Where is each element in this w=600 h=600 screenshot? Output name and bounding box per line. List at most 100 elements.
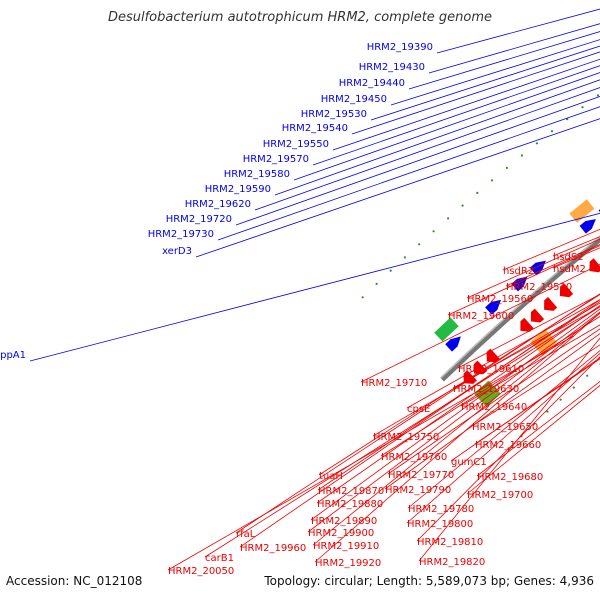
forward-gene-label: HRM2_19730 [148, 229, 214, 240]
inner-guide-dot [572, 386, 575, 389]
forward-gene-label: HRM2_19430 [359, 62, 425, 73]
reverse-gene-label: HRM2_19920 [315, 558, 381, 569]
outer-guide-dot [505, 166, 508, 169]
reverse-gene-label: hsdS2 [553, 252, 584, 263]
reverse-leader-line [418, 337, 600, 562]
reverse-gene-label: HRM2_19800 [407, 519, 473, 530]
forward-gene-label: HRM2_19550 [263, 139, 329, 150]
reverse-gene-label: HRM2_19610 [458, 364, 524, 375]
forward-gene-label: HRM2_19620 [185, 199, 251, 210]
reverse-gene-label: HRM2_19900 [308, 528, 374, 539]
reverse-leader-line [316, 305, 600, 504]
reverse-gene-label: HRM2_19640 [461, 402, 527, 413]
reverse-leader-line [360, 263, 600, 383]
forward-gene-label: HRM2_19580 [224, 169, 290, 180]
reverse-gene-label: carB1 [205, 553, 234, 564]
reverse-leader-line [416, 356, 600, 542]
forward-label-group: HRM2_19390 HRM2_19430 HRM2_19440 HRM2_19450… [0, 8, 600, 362]
reverse-gene-label: HRM2_19960 [240, 543, 306, 554]
reverse-gene-label: HRM2_19790 [385, 485, 451, 496]
forward-gene-label: HRM2_19440 [339, 78, 405, 89]
reverse-leader-line [387, 328, 600, 475]
forward-leader-line [351, 51, 600, 135]
reverse-gene-label: HRM2_19910 [313, 541, 379, 552]
reverse-gene-label: HRM2_19600 [448, 311, 514, 322]
reverse-gene-label: HRM2_19750 [373, 432, 439, 443]
inner-guide-dot [586, 374, 589, 377]
reverse-gene-label: tuaH [319, 471, 343, 482]
forward-leader-line [254, 87, 600, 211]
outer-guide-dot [476, 191, 479, 194]
forward-leader-line [390, 39, 600, 106]
accession-label: Accession: NC_012108 [6, 574, 143, 588]
reverse-gene-label: HRM2_19820 [419, 557, 485, 568]
reverse-gene-label: HRM2_19870 [318, 486, 384, 497]
forward-leader-line [370, 45, 600, 121]
reverse-leader-line [380, 315, 600, 457]
forward-gene-label: HRM2_19720 [166, 214, 232, 225]
forward-gene-arrow [579, 219, 596, 234]
forward-leader-line [436, 8, 600, 54]
reverse-leader-line [312, 312, 600, 546]
outer-guide-dot [520, 154, 524, 157]
forward-gene-label: dppA1 [0, 350, 26, 361]
reverse-gene-label: HRM2_19650 [472, 422, 538, 433]
inner-guide-dot [559, 398, 562, 401]
reverse-gene-label: hsdR2 [503, 266, 534, 277]
guide-dots [361, 94, 600, 450]
reverse-leader-line [476, 381, 600, 477]
forward-gene-label: HRM2_19530 [301, 109, 367, 120]
forward-leader-line [29, 212, 600, 362]
reverse-leader-line [317, 301, 600, 491]
reverse-gene-arrow [589, 258, 600, 273]
reverse-leader-line [167, 335, 574, 571]
reverse-gene-arrow [544, 297, 558, 311]
reverse-gene-label: HRM2_19700 [467, 490, 533, 501]
reverse-gene-label: HRM2_19680 [477, 472, 543, 483]
reverse-leader-line [406, 352, 600, 524]
forward-gene-arrow [445, 336, 461, 352]
reverse-leader-line [505, 244, 600, 287]
forward-gene-arrow [485, 299, 501, 315]
reverse-gene-label: HRM2_19890 [311, 516, 377, 527]
reverse-gene-arrow [530, 308, 545, 323]
outer-guide-dot [596, 94, 600, 97]
forward-leader-line [217, 106, 600, 241]
outer-guide-dot [403, 256, 406, 259]
forward-gene-label: HRM2_19590 [205, 184, 271, 195]
forward-gene-label: HRM2_19390 [367, 42, 433, 53]
forward-gene-label: HRM2_19570 [243, 154, 309, 165]
outer-guide-dot [389, 269, 392, 272]
reverse-leader-line [552, 247, 600, 269]
forward-gene-arrow [529, 260, 546, 276]
reverse-gene-label: HRM2_19560 [467, 294, 533, 305]
reverse-gene-arrow [559, 283, 574, 298]
reverse-leader-line [307, 311, 600, 533]
forward-leader-line [332, 58, 600, 151]
outer-guide-dot [461, 204, 464, 207]
reverse-gene-label: rfaL [236, 529, 256, 540]
outer-guide-dot [491, 179, 494, 182]
reverse-leader-line [204, 306, 600, 558]
inner-guide-dot [546, 410, 549, 413]
reverse-gene-label: HRM2_19710 [361, 378, 427, 389]
reverse-gene-label: HRM2_19780 [408, 504, 474, 515]
outer-domain-block [569, 199, 595, 223]
forward-gene-label: HRM2_19450 [321, 94, 387, 105]
forward-leader-line [274, 79, 600, 196]
reverse-gene-label: HRM2_19810 [417, 537, 483, 548]
outer-guide-dot [375, 282, 378, 285]
reverse-gene-label: HRM2_19630 [453, 384, 519, 395]
reverse-leader-line [384, 333, 600, 490]
reverse-gene-label: HRM2_20050 [168, 566, 234, 577]
reverse-leader-line [406, 299, 600, 409]
reverse-gene-label: HRM2_19770 [388, 470, 454, 481]
reverse-gene-label: HRM2_19880 [317, 499, 383, 510]
reverse-gene-arrow [520, 317, 534, 332]
reverse-gene-label: HRM2_19760 [381, 452, 447, 463]
forward-leader-line [235, 96, 600, 226]
outer-guide-dot [550, 130, 554, 133]
reverse-leader-line [318, 294, 600, 476]
reverse-leader-line [372, 302, 600, 437]
